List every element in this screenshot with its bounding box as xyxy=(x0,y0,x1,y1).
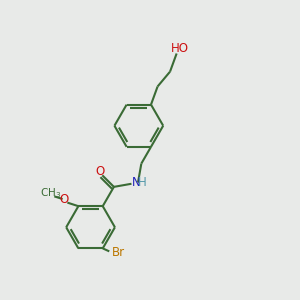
Text: Br: Br xyxy=(112,246,125,259)
Text: CH$_3$: CH$_3$ xyxy=(40,187,61,200)
Text: HO: HO xyxy=(171,42,189,55)
Text: O: O xyxy=(59,193,68,206)
Text: N: N xyxy=(132,176,141,189)
Text: O: O xyxy=(95,165,105,178)
Text: H: H xyxy=(138,176,147,189)
